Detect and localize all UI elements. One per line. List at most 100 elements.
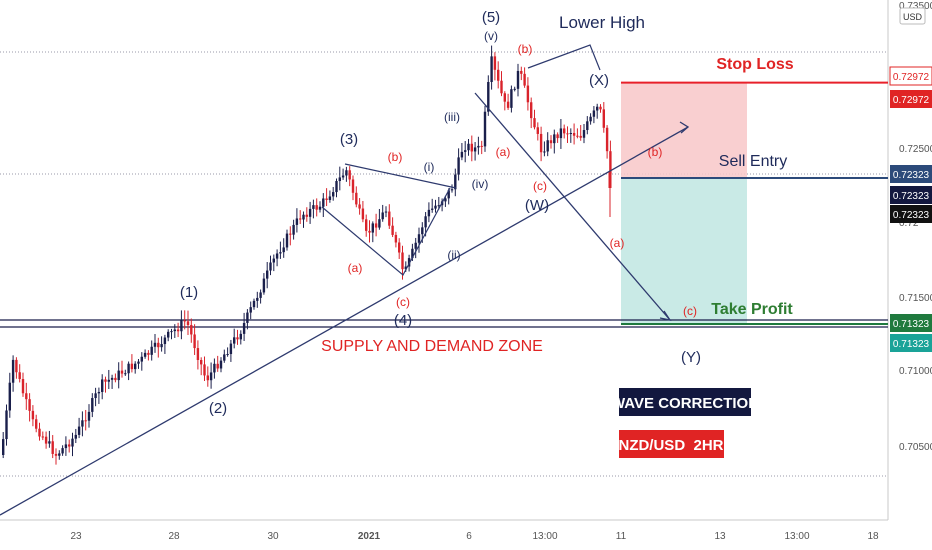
trade-zones <box>621 82 747 326</box>
candle-body <box>586 121 589 131</box>
bullish-candle <box>543 141 546 157</box>
bearish-candle <box>361 200 365 223</box>
bearish-candle <box>530 97 533 129</box>
price-axis[interactable]: 0.73500 0.72500 0.71500 0.71000 0.70500 0.72 <box>899 1 932 453</box>
bullish-candle <box>454 168 457 197</box>
candle-body <box>404 266 407 270</box>
pair-text: NZD/USD 2HR <box>618 437 723 454</box>
price-tick-label: 0.73500 <box>899 1 932 12</box>
bullish-candle <box>107 369 110 390</box>
price-tag-bg <box>890 186 932 204</box>
candle-body <box>117 370 120 381</box>
bearish-candle <box>299 210 302 224</box>
bearish-candle <box>44 431 48 449</box>
candle-body <box>391 225 394 235</box>
candle-body <box>21 379 25 394</box>
bearish-candle <box>31 405 35 427</box>
bearish-candle <box>25 382 28 410</box>
candle-body <box>421 227 424 235</box>
wave-4-correction <box>321 187 451 276</box>
wave-label: (Y) <box>681 349 701 366</box>
candle-body <box>460 151 464 158</box>
candle-body <box>54 453 58 456</box>
candle-body <box>266 270 269 279</box>
candle-body <box>523 73 526 86</box>
candle-body <box>295 218 299 225</box>
bullish-candle <box>229 339 233 362</box>
price-tag: 0.72323 <box>890 165 932 183</box>
bullish-candle <box>341 168 345 180</box>
bearish-candle <box>28 393 31 422</box>
bearish-candle <box>351 175 355 201</box>
wave-label: (a) <box>610 236 625 250</box>
candle-body <box>150 346 153 355</box>
bearish-candle <box>206 366 209 387</box>
candle-body <box>605 127 609 152</box>
candle-body <box>120 370 124 374</box>
bullish-candle <box>170 328 173 340</box>
candle-body <box>457 157 460 175</box>
bearish-candle <box>398 238 401 259</box>
bearish-candle <box>157 337 160 358</box>
candle-body <box>332 192 335 197</box>
wave-label: (b) <box>648 145 663 159</box>
candle-body <box>559 128 563 139</box>
candle-body <box>2 439 5 455</box>
candle-body <box>38 428 41 437</box>
candle-body <box>437 205 440 207</box>
candle-body <box>11 359 15 383</box>
bullish-candle <box>437 196 440 210</box>
candle-body <box>289 233 292 235</box>
candle-body <box>384 211 388 213</box>
candle-body <box>407 258 411 267</box>
candle-body <box>520 70 523 74</box>
bullish-candle <box>242 312 246 341</box>
candle-body <box>84 420 87 422</box>
candle-body <box>186 321 190 325</box>
bearish-candle <box>368 220 371 243</box>
bearish-candle <box>388 204 391 229</box>
candle-body <box>371 223 374 233</box>
wave-label: (b) <box>388 150 403 164</box>
wave-label: (2) <box>209 400 227 417</box>
price-tag: 0.72972 <box>890 90 932 108</box>
candle-body <box>58 453 61 456</box>
candle-body <box>308 208 312 217</box>
bullish-candle <box>292 219 295 240</box>
bullish-candle <box>483 105 487 152</box>
candle-body <box>193 334 196 349</box>
price-tag-bg <box>890 334 932 352</box>
candle-body <box>470 143 473 152</box>
candle-body <box>130 363 134 370</box>
bullish-candle <box>427 202 431 223</box>
bullish-candle <box>58 450 61 460</box>
time-tick-label: 30 <box>267 531 279 542</box>
wave-label: (a) <box>496 145 511 159</box>
candle-body <box>170 331 173 333</box>
candle-body <box>206 375 209 381</box>
bullish-candle <box>61 445 64 456</box>
candle-body <box>322 198 325 207</box>
candle-body <box>48 441 51 444</box>
candle-body <box>549 140 553 144</box>
candle-body <box>176 329 180 332</box>
time-axis[interactable]: 23 28 30 2021 6 13:00 11 13 13:00 18 <box>70 531 879 542</box>
candle-body <box>249 307 252 313</box>
candle-body <box>97 391 101 394</box>
bullish-candle <box>127 361 130 381</box>
candle-body <box>219 360 223 369</box>
bearish-candle <box>605 125 609 159</box>
bullish-candle <box>332 186 335 201</box>
bullish-candle <box>239 330 242 345</box>
candle-body <box>242 322 246 334</box>
pair-badge: NZD/USD 2HR <box>618 430 724 458</box>
candle-body <box>483 111 487 147</box>
bullish-candle <box>48 430 51 448</box>
candle-body <box>127 363 130 374</box>
wave-projection-line <box>474 92 671 321</box>
candle-body <box>209 372 213 381</box>
candle-body <box>510 89 513 108</box>
candle-body <box>599 106 602 110</box>
candle-body <box>411 248 414 259</box>
